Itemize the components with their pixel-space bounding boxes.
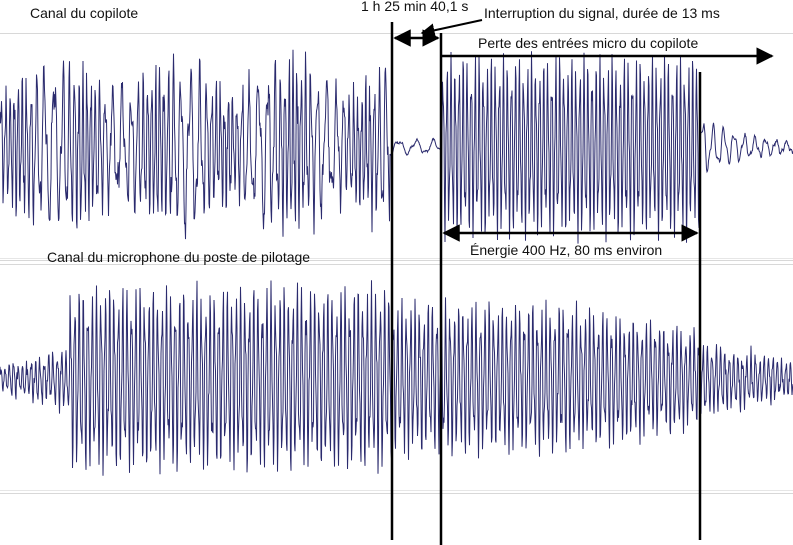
cockpit-panel-bottom-line xyxy=(0,490,793,491)
mic-loss-label: Perte des entrées micro du copilote xyxy=(478,35,699,51)
cockpit-mic-waveform xyxy=(0,280,793,476)
copilot-waveform xyxy=(0,49,793,244)
copilot-panel-bottom-line xyxy=(0,258,793,259)
energy-label: Énergie 400 Hz, 80 ms environ xyxy=(470,242,663,258)
interruption-leader-arrow xyxy=(420,19,483,38)
interruption-label: Interruption du signal, durée de 13 ms xyxy=(484,5,720,21)
timestamp-label: 1 h 25 min 40,1 s xyxy=(361,0,469,14)
cockpit-mic-channel-label: Canal du microphone du poste de pilotage xyxy=(47,249,311,265)
copilot-channel-label: Canal du copilote xyxy=(30,5,139,21)
cockpit-mic-channel-panel xyxy=(0,264,793,494)
